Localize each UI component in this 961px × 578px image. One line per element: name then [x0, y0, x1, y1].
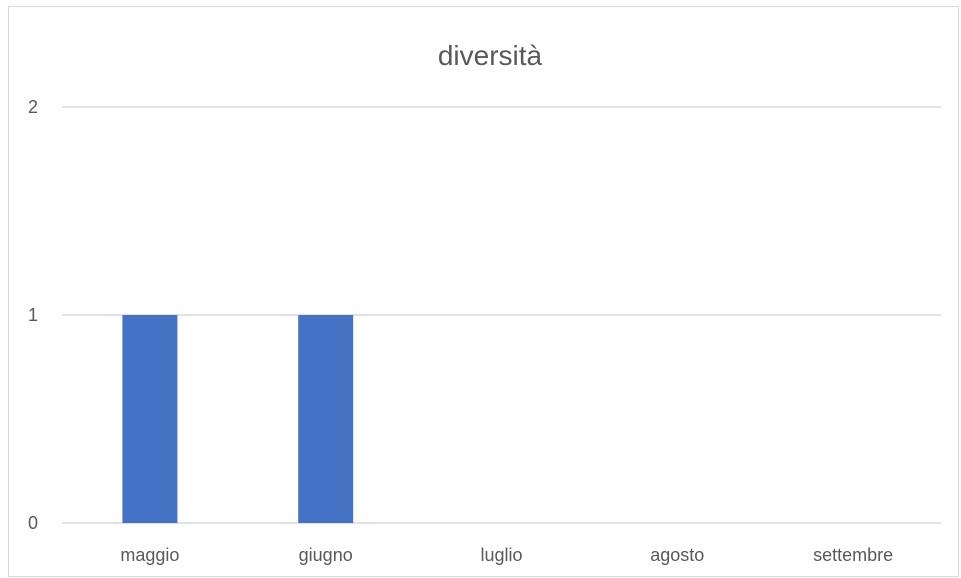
x-tick-label: agosto: [650, 545, 704, 565]
bars: [122, 315, 354, 523]
y-tick-label: 1: [28, 305, 38, 325]
gridlines: [62, 106, 941, 524]
y-axis-ticks: 0 1 2: [28, 97, 38, 533]
bar-giugno: [298, 315, 354, 523]
y-tick-label: 0: [28, 513, 38, 533]
x-axis-ticks: maggio giugno luglio agosto settembre: [120, 545, 893, 565]
x-tick-label: luglio: [480, 545, 522, 565]
chart-title: diversità: [438, 40, 543, 71]
bar-maggio: [122, 315, 178, 523]
y-tick-label: 2: [28, 97, 38, 117]
x-tick-label: giugno: [299, 545, 353, 565]
x-tick-label: maggio: [120, 545, 179, 565]
x-tick-label: settembre: [813, 545, 893, 565]
